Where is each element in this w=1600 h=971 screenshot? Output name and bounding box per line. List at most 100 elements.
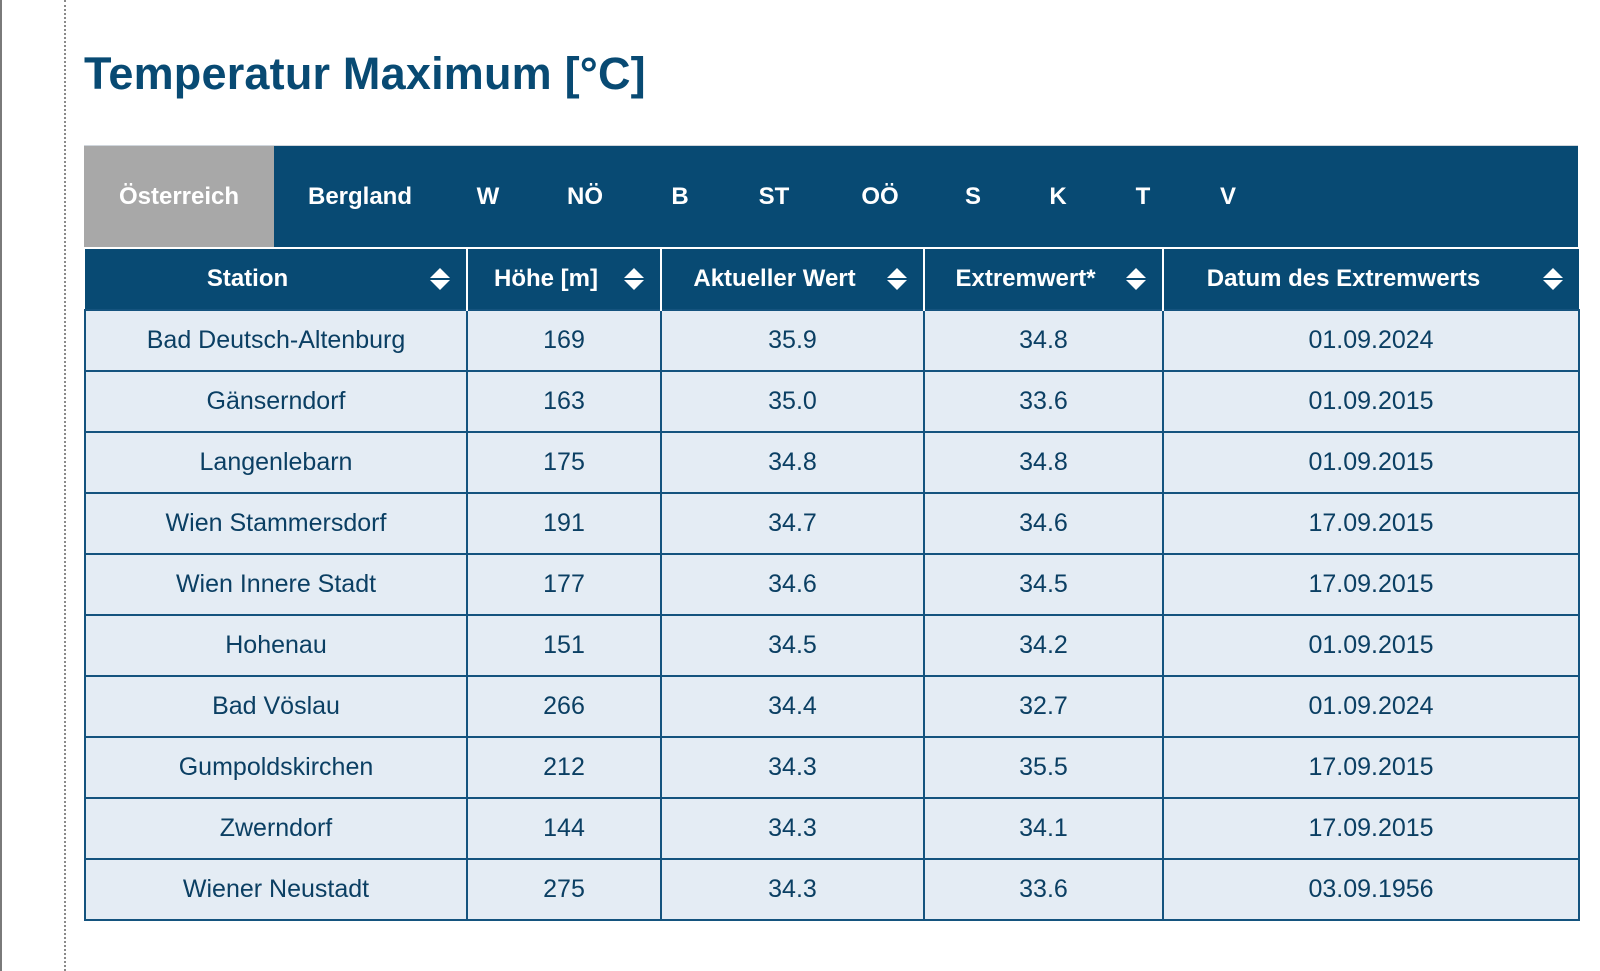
extreme-date-cell: 01.09.2024: [1162, 309, 1580, 372]
station-cell: Wiener Neustadt: [84, 858, 468, 921]
altitude-cell: 144: [466, 797, 662, 860]
extreme-date-cell: 01.09.2015: [1162, 614, 1580, 677]
tab-k[interactable]: K: [1049, 182, 1067, 210]
current-value-cell: 34.6: [660, 553, 925, 616]
sort-icon[interactable]: [887, 268, 907, 290]
sort-descending-icon: [430, 280, 450, 290]
station-cell: Wien Innere Stadt: [84, 553, 468, 616]
column-header-label: Station: [206, 265, 289, 292]
sort-ascending-icon: [887, 268, 907, 278]
tab-bergland[interactable]: Bergland: [307, 182, 412, 210]
current-value-cell: 34.7: [660, 492, 925, 555]
region-tab-bar: Österreich Bergland W NÖ B ST OÖ S K T V: [84, 145, 1578, 247]
table-row: Zwerndorf 144 34.3 34.1 17.09.2015: [84, 797, 1580, 860]
table-row: Gänserndorf 163 35.0 33.6 01.09.2015: [84, 370, 1580, 433]
table-row: Gumpoldskirchen 212 34.3 35.5 17.09.2015: [84, 736, 1580, 799]
current-value-cell: 34.3: [660, 858, 925, 921]
dotted-guide-line: [64, 0, 66, 971]
sort-icon[interactable]: [430, 268, 450, 290]
current-value-cell: 35.0: [660, 370, 925, 433]
extreme-value-cell: 34.8: [923, 309, 1164, 372]
sort-ascending-icon: [624, 268, 644, 278]
current-value-cell: 34.8: [660, 431, 925, 494]
altitude-cell: 177: [466, 553, 662, 616]
extreme-value-cell: 34.1: [923, 797, 1164, 860]
temperature-table: Station Höhe [m] Aktueller Wert Extremwert*…: [84, 249, 1580, 921]
tab-v[interactable]: V: [1219, 182, 1236, 210]
table-row: Bad Vöslau 266 34.4 32.7 01.09.2024: [84, 675, 1580, 738]
sort-icon[interactable]: [1543, 268, 1563, 290]
tab-w[interactable]: W: [476, 182, 500, 210]
extreme-date-cell: 17.09.2015: [1162, 492, 1580, 555]
extreme-date-cell: 01.09.2015: [1162, 370, 1580, 433]
altitude-cell: 151: [466, 614, 662, 677]
page-title: Temperatur Maximum [°C]: [84, 48, 646, 99]
altitude-cell: 191: [466, 492, 662, 555]
station-cell: Gumpoldskirchen: [84, 736, 468, 799]
current-value-cell: 34.5: [660, 614, 925, 677]
extreme-value-cell: 33.6: [923, 370, 1164, 433]
sort-ascending-icon: [1543, 268, 1563, 278]
current-value-cell: 34.3: [660, 736, 925, 799]
column-header-3[interactable]: Extremwert*: [923, 249, 1164, 310]
altitude-cell: 169: [466, 309, 662, 372]
tab-b[interactable]: B: [671, 182, 689, 210]
sort-descending-icon: [1543, 280, 1563, 290]
column-header-2[interactable]: Aktueller Wert: [660, 249, 925, 310]
sort-icon[interactable]: [624, 268, 644, 290]
station-cell: Langenlebarn: [84, 431, 468, 494]
sort-icon[interactable]: [1126, 268, 1146, 290]
extreme-value-cell: 34.8: [923, 431, 1164, 494]
extreme-date-cell: 01.09.2015: [1162, 431, 1580, 494]
altitude-cell: 175: [466, 431, 662, 494]
column-header-0[interactable]: Station: [85, 249, 468, 310]
column-header-label: Höhe [m]: [494, 265, 598, 292]
station-cell: Gänserndorf: [84, 370, 468, 433]
tab-nö[interactable]: NÖ: [567, 182, 603, 210]
table-row: Wien Innere Stadt 177 34.6 34.5 17.09.2015: [84, 553, 1580, 616]
station-cell: Hohenau: [84, 614, 468, 677]
tab-österreich[interactable]: Österreich: [84, 146, 274, 247]
tab-t[interactable]: T: [1135, 182, 1151, 210]
extreme-value-cell: 35.5: [923, 736, 1164, 799]
table-row: Langenlebarn 175 34.8 34.8 01.09.2015: [84, 431, 1580, 494]
sort-descending-icon: [624, 280, 644, 290]
tab-s[interactable]: S: [964, 182, 981, 210]
station-cell: Wien Stammersdorf: [84, 492, 468, 555]
extreme-value-cell: 34.6: [923, 492, 1164, 555]
window-left-border: [0, 0, 2, 971]
current-value-cell: 35.9: [660, 309, 925, 372]
table-body: Bad Deutsch-Altenburg 169 35.9 34.8 01.09.20…: [84, 309, 1580, 921]
column-header-1[interactable]: Höhe [m]: [466, 249, 662, 310]
altitude-cell: 163: [466, 370, 662, 433]
station-cell: Bad Deutsch-Altenburg: [84, 309, 468, 372]
extreme-date-cell: 17.09.2015: [1162, 736, 1580, 799]
column-header-inner: Datum des Extremwerts: [1164, 249, 1579, 309]
extreme-value-cell: 34.2: [923, 614, 1164, 677]
current-value-cell: 34.3: [660, 797, 925, 860]
column-header-label: Extremwert*: [955, 265, 1096, 292]
column-header-inner: Station: [85, 249, 466, 309]
table-header-row: Station Höhe [m] Aktueller Wert Extremwert*…: [85, 249, 1579, 310]
column-header-inner: Aktueller Wert: [662, 249, 923, 309]
column-header-4[interactable]: Datum des Extremwerts: [1162, 249, 1579, 310]
column-header-label: Aktueller Wert: [693, 265, 856, 292]
extreme-value-cell: 32.7: [923, 675, 1164, 738]
altitude-cell: 266: [466, 675, 662, 738]
station-cell: Zwerndorf: [84, 797, 468, 860]
current-value-cell: 34.4: [660, 675, 925, 738]
sort-descending-icon: [1126, 280, 1146, 290]
extreme-date-cell: 01.09.2024: [1162, 675, 1580, 738]
column-header-inner: Höhe [m]: [468, 249, 660, 309]
sort-ascending-icon: [1126, 268, 1146, 278]
table-row: Bad Deutsch-Altenburg 169 35.9 34.8 01.09.20…: [84, 309, 1580, 372]
tab-oö[interactable]: OÖ: [861, 182, 899, 210]
extreme-value-cell: 33.6: [923, 858, 1164, 921]
column-header-label: Datum des Extremwerts: [1206, 265, 1481, 292]
sort-descending-icon: [887, 280, 907, 290]
extreme-value-cell: 34.5: [923, 553, 1164, 616]
table-row: Hohenau 151 34.5 34.2 01.09.2015: [84, 614, 1580, 677]
altitude-cell: 212: [466, 736, 662, 799]
extreme-date-cell: 17.09.2015: [1162, 797, 1580, 860]
tab-st[interactable]: ST: [758, 182, 790, 210]
